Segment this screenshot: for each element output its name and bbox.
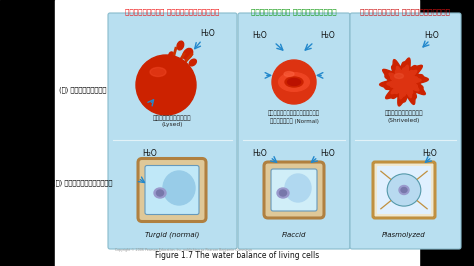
Ellipse shape <box>169 52 173 59</box>
Ellipse shape <box>279 73 310 91</box>
Text: កោសិកលើកថាស: កោសិកលើកថាស <box>153 115 191 120</box>
Circle shape <box>136 55 196 115</box>
Ellipse shape <box>177 41 184 50</box>
Text: H₂O: H₂O <box>320 148 336 157</box>
Ellipse shape <box>394 73 403 78</box>
Text: Turgid (normal): Turgid (normal) <box>145 232 199 239</box>
Text: ស្វយសាញ្ស តីបុន្តិសឹតិ: ស្វយសាញ្ស តីបុន្តិសឹតិ <box>125 8 219 15</box>
Text: ស្វយសាញ្ស តីស្តឹសឹតិ: ស្វយសាញ្ស តីស្តឹសឹតិ <box>251 8 337 15</box>
Text: Figure 1.7 The water balance of living cells: Figure 1.7 The water balance of living c… <box>155 251 319 260</box>
Text: (គ) កោសិករឹចតាទី: (គ) កោសិករឹចតាទី <box>53 180 113 186</box>
Text: H₂O: H₂O <box>320 31 336 40</box>
Ellipse shape <box>163 171 195 205</box>
Ellipse shape <box>280 190 286 196</box>
Ellipse shape <box>399 185 409 194</box>
Circle shape <box>272 60 316 104</box>
Ellipse shape <box>387 174 421 206</box>
Ellipse shape <box>276 71 311 93</box>
FancyBboxPatch shape <box>271 169 317 211</box>
FancyBboxPatch shape <box>108 13 237 249</box>
Text: យឹសណើមួ (Normal): យឹសណើមួ (Normal) <box>270 118 319 124</box>
FancyBboxPatch shape <box>138 159 206 222</box>
Ellipse shape <box>156 190 164 196</box>
FancyBboxPatch shape <box>350 13 461 249</box>
Ellipse shape <box>183 48 192 59</box>
Text: (Shriveled): (Shriveled) <box>388 118 420 123</box>
Ellipse shape <box>277 188 289 198</box>
Text: (Lysed): (Lysed) <box>161 122 183 127</box>
FancyBboxPatch shape <box>377 166 431 214</box>
Bar <box>55 0 419 266</box>
Text: H₂O: H₂O <box>423 148 438 157</box>
Polygon shape <box>380 58 428 106</box>
Ellipse shape <box>401 188 407 193</box>
Text: Plasmolyzed: Plasmolyzed <box>382 232 426 238</box>
FancyBboxPatch shape <box>238 13 350 249</box>
Ellipse shape <box>285 174 311 202</box>
Polygon shape <box>387 65 421 99</box>
Text: កោសិកមានស្វទិកបញ: កោសិកមានស្វទិកបញ <box>268 110 320 116</box>
FancyBboxPatch shape <box>145 165 199 214</box>
Text: Flaccid: Flaccid <box>282 232 306 238</box>
Text: H₂O: H₂O <box>253 148 267 157</box>
FancyBboxPatch shape <box>264 162 324 218</box>
FancyBboxPatch shape <box>373 162 435 218</box>
Text: កោសិកស្វឹសត: កោសិកស្វឹសត <box>385 110 423 116</box>
Text: H₂O: H₂O <box>425 31 439 40</box>
Ellipse shape <box>189 59 196 66</box>
Bar <box>420 0 474 266</box>
Ellipse shape <box>285 77 303 87</box>
Text: (ក) កោសិកសត្វ: (ក) កោសិកសត្វ <box>59 87 107 93</box>
Text: ស្វយសាញ្ស តីហឹបបឺសឹតិ: ស្វយសាញ្ស តីហឹបបឺសឹតិ <box>361 8 450 15</box>
Ellipse shape <box>284 72 294 77</box>
Text: H₂O: H₂O <box>253 31 267 40</box>
Text: Copyright © 2006 Pearson Education, Inc. publishing as Pearson Benjamin Cummings: Copyright © 2006 Pearson Education, Inc.… <box>115 248 252 252</box>
Bar <box>0 0 55 266</box>
Ellipse shape <box>150 68 166 77</box>
Ellipse shape <box>288 78 301 85</box>
Text: H₂O: H₂O <box>143 148 157 157</box>
Ellipse shape <box>154 188 166 198</box>
Text: H₂O: H₂O <box>201 28 215 38</box>
